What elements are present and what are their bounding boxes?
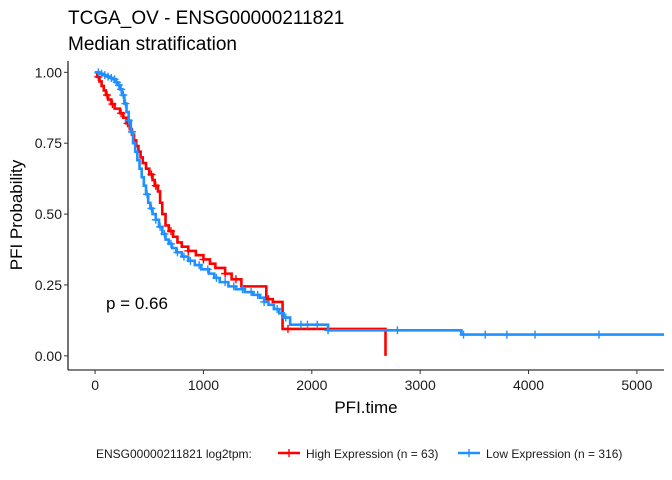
censor-mark: [273, 305, 282, 314]
censor-mark: [124, 116, 133, 125]
x-tick-label: 4000: [513, 377, 544, 393]
axis-ticks: 0 1000 2000 3000 4000 5000 0.00 0.25 0.50 0.75 1.0…: [35, 64, 653, 393]
chart-title: TCGA_OV - ENSG00000211821: [68, 8, 344, 29]
censor-mark: [281, 313, 290, 322]
x-tick-label: 1000: [188, 377, 219, 393]
censor-mark: [481, 330, 490, 339]
censor-mark: [119, 91, 128, 100]
censor-mark: [199, 255, 208, 264]
legend-key-low-expression: [458, 449, 480, 457]
legend-title: ENSG00000211821 log2tpm:: [96, 447, 252, 461]
censor-mark: [221, 269, 230, 278]
x-tick-label: 3000: [405, 377, 436, 393]
y-tick-label: 0.25: [35, 277, 62, 293]
censor-mark: [166, 239, 175, 248]
legend-label-low-expression: Low Expression (n = 316): [486, 447, 622, 461]
y-axis-title: PFI Probability: [7, 159, 26, 270]
series-low-expression: [94, 68, 664, 339]
censor-mark: [195, 261, 204, 270]
censor-mark: [143, 190, 152, 199]
censor-mark: [103, 91, 112, 100]
censor-mark: [303, 320, 312, 329]
y-tick-label: 0.00: [35, 348, 62, 364]
censor-mark: [117, 109, 126, 118]
censor-mark: [283, 324, 292, 333]
y-tick-label: 0.75: [35, 135, 62, 151]
censor-mark: [108, 100, 117, 109]
censor-mark: [151, 181, 160, 190]
censor-mark: [260, 297, 269, 306]
censor-mark: [166, 227, 175, 236]
censor-mark: [151, 215, 160, 224]
censor-mark: [179, 252, 188, 261]
censor-mark: [531, 330, 540, 339]
censor-mark: [253, 290, 262, 299]
censor-mark: [173, 248, 182, 257]
censor-mark: [203, 265, 212, 274]
censor-mark: [147, 170, 156, 179]
censor-mark: [186, 256, 195, 265]
y-tick-label: 0.50: [35, 206, 62, 222]
censor-mark: [231, 275, 240, 284]
legend-key-high-expression: [278, 449, 300, 457]
x-tick-label: 2000: [296, 377, 327, 393]
censor-mark: [313, 320, 322, 329]
censor-mark: [459, 330, 468, 339]
censor-mark: [393, 326, 402, 335]
censor-mark: [238, 285, 247, 294]
censor-mark: [184, 246, 193, 255]
censor-mark: [594, 330, 603, 339]
censor-mark: [147, 204, 156, 213]
legend-label-high-expression: High Expression (n = 63): [306, 447, 438, 461]
censor-mark: [324, 326, 333, 335]
censor-mark: [221, 278, 230, 287]
censor-mark: [247, 288, 256, 297]
censor-mark: [502, 330, 511, 339]
x-tick-label: 0: [91, 377, 99, 393]
legend: ENSG00000211821 log2tpm: High Expression…: [96, 447, 622, 461]
censor-mark: [229, 282, 238, 291]
survival-curve-high-expression: [95, 71, 387, 356]
x-axis-title: PFI.time: [334, 398, 397, 417]
p-value-annotation: p = 0.66: [106, 294, 168, 313]
censor-mark: [212, 273, 221, 282]
plot-area: [94, 68, 664, 356]
series-high-expression: [94, 71, 387, 356]
censor-mark: [160, 229, 169, 238]
censor-mark: [121, 99, 130, 108]
survival-curve-low-expression: [95, 71, 664, 336]
censor-mark: [114, 81, 123, 90]
x-tick-label: 5000: [621, 377, 652, 393]
censor-mark: [127, 127, 136, 136]
censor-mark: [117, 85, 126, 94]
censor-mark: [156, 222, 165, 231]
y-tick-label: 1.00: [35, 64, 62, 80]
chart-subtitle: Median stratification: [68, 34, 237, 55]
